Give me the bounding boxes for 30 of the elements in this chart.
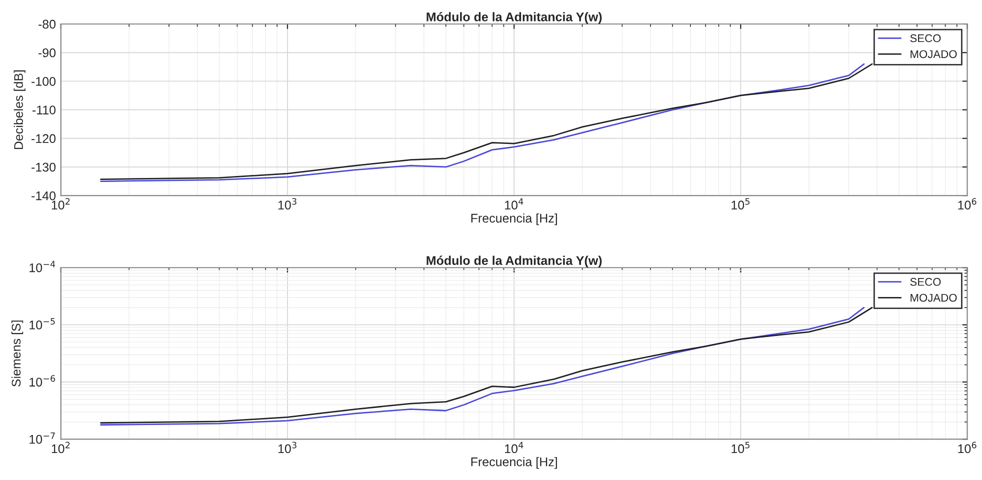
- y-axis-title: Decibeles [dB]: [14, 70, 26, 150]
- x-tick-label: 10$^{5}$: [732, 442, 750, 454]
- y-axis-title: Siemens [S]: [11, 320, 24, 387]
- x-tick-label: 10$^{5}$: [732, 198, 750, 210]
- y-tick-label: -140: [32, 191, 56, 200]
- x-tick-label: 10$^{3}$: [278, 198, 296, 210]
- y-tick-label: 10$^{−5}$: [30, 318, 55, 330]
- y-tick-label: -100: [32, 76, 56, 86]
- y-tick-label: -80: [38, 20, 56, 29]
- x-tick-label: 10$^{3}$: [278, 442, 296, 454]
- x-tick-label: 10$^{2}$: [52, 442, 70, 454]
- y-tick-label: -120: [32, 134, 56, 144]
- legend-label: SECO: [910, 278, 941, 286]
- legend-label: MOJADO: [910, 50, 957, 58]
- x-tick-label: 10$^{4}$: [505, 442, 524, 454]
- y-tick-label: 10$^{−6}$: [30, 375, 56, 387]
- y-tick-label: 10$^{−7}$: [30, 432, 55, 444]
- x-tick-label: 10$^{4}$: [505, 198, 524, 210]
- y-tick-label: -90: [38, 48, 56, 58]
- chart-title: Módulo de la Admitancia Y(w): [426, 12, 602, 24]
- legend-label: MOJADO: [910, 294, 957, 302]
- y-tick-label: -130: [32, 162, 56, 172]
- y-tick-label: -110: [32, 106, 56, 114]
- chart-title: Módulo de la Admitancia Y(w): [426, 256, 602, 268]
- x-axis-title: Frecuencia [Hz]: [471, 457, 557, 469]
- legend-label: SECO: [910, 34, 941, 42]
- x-tick-label: 10$^{6}$: [958, 442, 976, 454]
- y-tick-label: 10$^{−4}$: [30, 260, 56, 272]
- x-tick-label: 10$^{6}$: [958, 198, 976, 210]
- x-axis-title: Frecuencia [Hz]: [471, 213, 557, 226]
